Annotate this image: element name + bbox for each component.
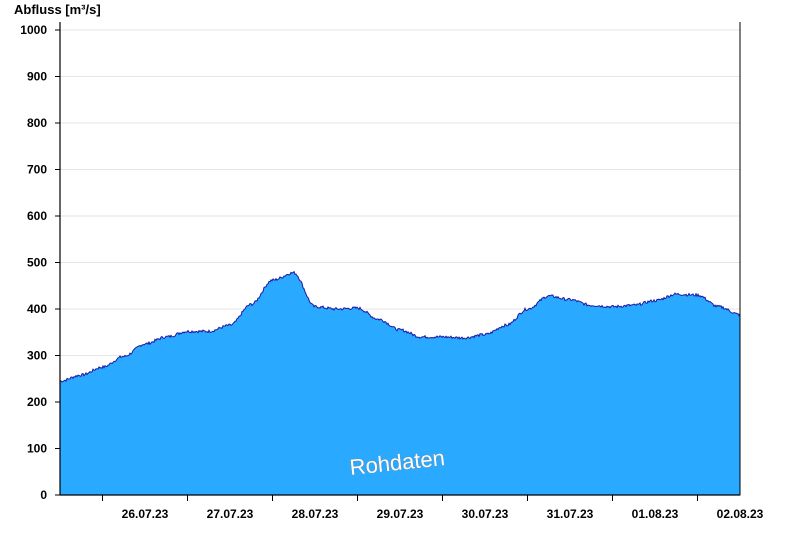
y-axis-title: Abfluss [m³/s] [14, 2, 101, 17]
y-tick-label-600: 600 [27, 209, 47, 223]
y-tick-label-700: 700 [27, 163, 47, 177]
x-tick-label-8: 02.08.23 [717, 507, 764, 521]
x-tick-labels: 26.07.23 27.07.23 28.07.23 29.07.23 30.07.23… [122, 507, 764, 521]
x-tick-label-5: 30.07.23 [462, 507, 509, 521]
x-tick-label-4: 29.07.23 [377, 507, 424, 521]
y-tick-label-1000: 1000 [20, 23, 47, 37]
x-tick-label-2: 27.07.23 [207, 507, 254, 521]
discharge-area [59, 270, 741, 496]
y-tick-label-0: 0 [40, 488, 47, 502]
x-tick-label-3: 28.07.23 [292, 507, 339, 521]
x-tick-label-6: 31.07.23 [547, 507, 594, 521]
y-tick-label-500: 500 [27, 256, 47, 270]
y-tick-label-400: 400 [27, 302, 47, 316]
y-tick-label-300: 300 [27, 349, 47, 363]
y-tick-labels: 0 100 200 300 400 500 600 700 800 900 1000 [20, 23, 47, 502]
y-tick-label-800: 800 [27, 116, 47, 130]
x-tick-label-1: 26.07.23 [122, 507, 169, 521]
y-tick-label-200: 200 [27, 395, 47, 409]
y-tick-label-100: 100 [27, 442, 47, 456]
y-tick-label-900: 900 [27, 70, 47, 84]
x-tick-label-7: 01.08.23 [632, 507, 679, 521]
axes [55, 22, 741, 501]
